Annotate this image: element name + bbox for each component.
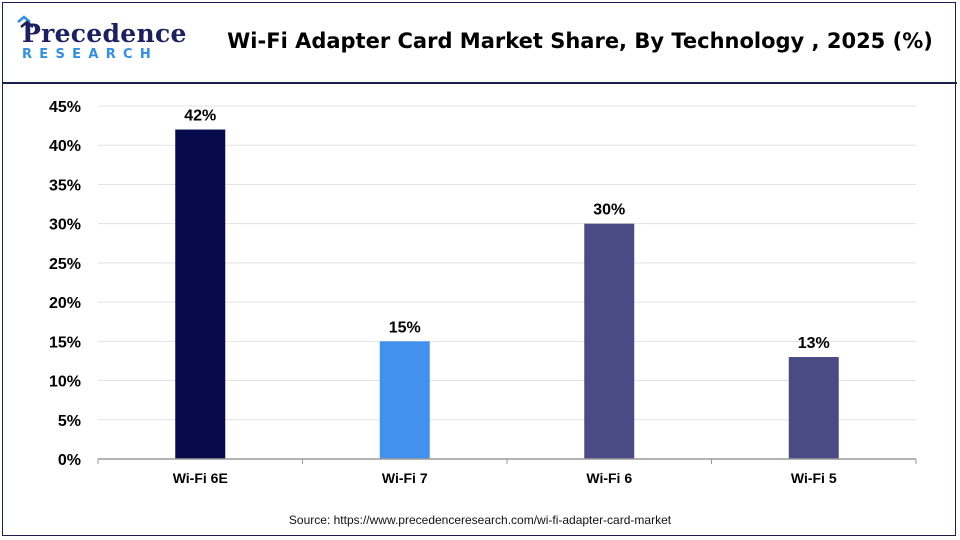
logo-wordmark: Precedence xyxy=(22,19,187,48)
header-divider xyxy=(2,82,957,84)
data-label: 30% xyxy=(593,202,625,219)
x-tick-label: Wi-Fi 5 xyxy=(791,470,837,486)
y-tick-label: 10% xyxy=(49,374,81,391)
bar xyxy=(788,357,839,459)
x-tick-label: Wi-Fi 6 xyxy=(586,470,632,486)
data-label: 15% xyxy=(389,319,421,336)
bar xyxy=(175,129,226,459)
precedence-research-logo: Precedence RESEARCH xyxy=(14,14,186,66)
y-tick-label: 45% xyxy=(49,99,81,116)
y-tick-label: 5% xyxy=(58,413,81,430)
x-tick-label: Wi-Fi 6E xyxy=(173,470,228,486)
header: Precedence RESEARCH Wi-Fi Adapter Card M… xyxy=(0,0,960,82)
y-tick-label: 25% xyxy=(49,256,81,273)
source-note: Source: https://www.precedenceresearch.c… xyxy=(288,513,672,527)
data-label: 42% xyxy=(184,108,216,125)
y-tick-label: 15% xyxy=(49,334,81,351)
bar xyxy=(379,341,430,459)
bar-chart: 0% 5% 10% 15% 20% 25% 30% 35% 40% 45% 42% 15% 30% 13… xyxy=(49,99,917,486)
y-tick-label: 35% xyxy=(49,177,81,194)
bar xyxy=(584,223,635,459)
logo-subtitle: RESEARCH xyxy=(22,47,159,62)
data-labels: 42% 15% 30% 13% xyxy=(184,108,830,352)
bars xyxy=(175,129,839,459)
data-label: 13% xyxy=(798,335,830,352)
gridlines xyxy=(98,105,916,421)
x-tick-label: Wi-Fi 7 xyxy=(382,470,428,486)
y-tick-label: 40% xyxy=(49,138,81,155)
x-axis: Wi-Fi 6E Wi-Fi 7 Wi-Fi 6 Wi-Fi 5 xyxy=(97,458,917,486)
y-tick-label: 0% xyxy=(58,452,81,469)
logo-mark-icon xyxy=(17,15,34,28)
chart-title: Wi-Fi Adapter Card Market Share, By Tech… xyxy=(227,29,933,53)
y-tick-label: 30% xyxy=(49,217,81,234)
y-axis: 0% 5% 10% 15% 20% 25% 30% 35% 40% 45% xyxy=(49,99,81,469)
y-tick-label: 20% xyxy=(49,295,81,312)
